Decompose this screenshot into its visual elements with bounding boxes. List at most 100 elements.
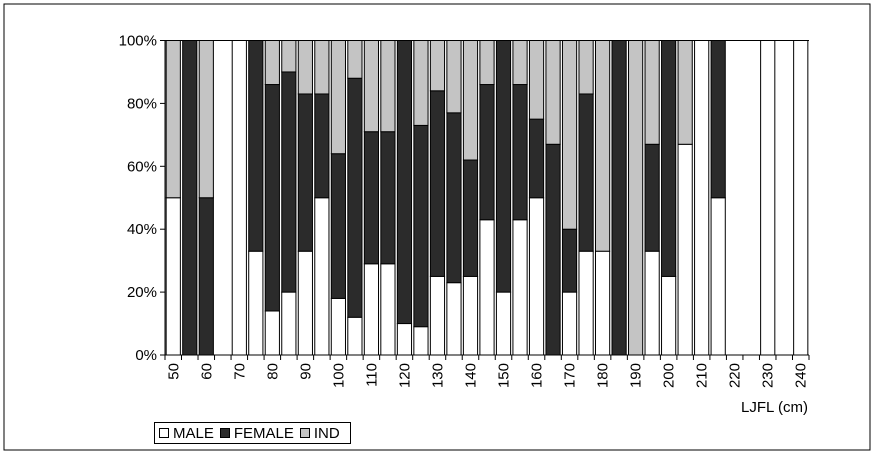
bar-ind-85 (281, 40, 297, 73)
bar-ind-170 (561, 40, 578, 230)
bar-female-215 (710, 40, 726, 199)
legend-label: IND (313, 424, 340, 442)
bar-ind-50 (165, 40, 181, 199)
x-tick-label: 180 (595, 363, 612, 388)
x-tick-label: 70 (231, 363, 248, 380)
bar-male-145 (479, 219, 495, 356)
x-tick-label: 220 (727, 363, 744, 388)
legend-item-male: MALE (159, 425, 214, 442)
bar-ind-145 (479, 40, 495, 86)
x-tick-label: 200 (661, 363, 678, 388)
bar-ind-140 (462, 40, 479, 161)
bar-female-85 (281, 71, 297, 293)
bar-female-145 (479, 84, 495, 221)
bar-male-80 (264, 310, 280, 356)
bars-group (165, 40, 809, 356)
bar-male-195 (644, 250, 660, 356)
bar-female-120 (396, 40, 413, 325)
axes-group: 0% 20% 40% 60% 80% 100% 50 60 70 80 90 100 110 120 130… (119, 33, 810, 389)
bar-male-175 (578, 250, 594, 356)
bar-male-70 (231, 40, 247, 356)
bar-female-155 (512, 84, 528, 221)
bar-male-50 (165, 197, 181, 356)
bar-female-95 (314, 93, 330, 199)
bar-female-175 (578, 93, 594, 252)
bar-male-240 (793, 40, 809, 356)
x-tick-label: 120 (396, 363, 413, 388)
bar-male-120 (396, 323, 413, 356)
bar-ind-90 (297, 40, 313, 95)
bar-ind-130 (429, 40, 446, 92)
bar-ind-155 (512, 40, 528, 86)
y-tick-label: 40% (127, 221, 157, 238)
bar-female-150 (495, 40, 512, 293)
x-axis-label: LJFL (cm) (741, 399, 808, 416)
y-tick-label: 0% (135, 347, 157, 364)
x-tick-label: 60 (198, 363, 215, 380)
legend-swatch (159, 428, 169, 438)
bar-ind-165 (545, 40, 561, 145)
bar-ind-60 (198, 40, 214, 199)
bar-female-130 (429, 90, 446, 277)
bar-male-95 (314, 197, 330, 356)
bar-male-160 (528, 197, 545, 356)
legend-swatch (219, 428, 230, 438)
bar-ind-105 (347, 40, 363, 79)
x-tick-label: 210 (694, 363, 711, 388)
legend-label: MALE (173, 424, 214, 442)
bar-female-135 (446, 112, 462, 284)
y-tick-label: 20% (127, 284, 157, 301)
bar-female-60 (198, 197, 214, 356)
bar-ind-175 (578, 40, 594, 95)
bar-female-160 (528, 118, 545, 199)
y-tick-label: 60% (127, 158, 157, 175)
x-tick-label: 50 (165, 363, 182, 380)
bar-male-200 (661, 275, 677, 356)
bar-female-165 (545, 143, 561, 356)
legend: MALE FEMALE IND (154, 422, 351, 444)
outer-border (3, 3, 871, 451)
bar-female-100 (330, 153, 346, 299)
x-tick-label: 190 (628, 363, 645, 388)
bar-ind-205 (677, 40, 693, 145)
bar-male-230 (760, 40, 776, 356)
bar-male-210 (694, 40, 710, 356)
x-tick-label: 150 (496, 363, 513, 388)
bar-male-115 (380, 263, 396, 356)
bar-male-100 (330, 297, 346, 356)
bar-ind-125 (413, 40, 429, 126)
bar-male-105 (347, 316, 363, 356)
x-tick-label: 160 (529, 363, 546, 388)
bar-female-200 (661, 40, 677, 277)
bar-male-125 (413, 326, 429, 356)
bar-female-185 (611, 40, 627, 356)
x-tick-label: 230 (760, 363, 777, 388)
bar-ind-135 (446, 40, 462, 114)
bar-female-55 (182, 40, 198, 356)
x-tick-label: 100 (330, 363, 347, 388)
bar-ind-180 (594, 40, 611, 252)
bar-female-90 (297, 93, 313, 252)
bar-male-75 (248, 250, 264, 356)
x-tick-label: 130 (429, 363, 446, 388)
bar-male-110 (363, 263, 380, 356)
x-tick-label: 80 (264, 363, 281, 380)
bar-male-155 (512, 219, 528, 356)
bar-female-80 (264, 84, 280, 312)
x-tick-label: 140 (462, 363, 479, 388)
bar-male-170 (561, 291, 578, 356)
bar-female-105 (347, 77, 363, 318)
bar-ind-195 (644, 40, 660, 145)
bar-male-215 (710, 197, 726, 356)
bar-female-140 (462, 159, 479, 277)
x-tick-label: 110 (363, 363, 380, 387)
bar-female-125 (413, 124, 429, 328)
bar-ind-95 (314, 40, 330, 95)
bar-male-90 (297, 250, 313, 356)
x-tick-label: 170 (562, 363, 579, 388)
bar-male-150 (495, 291, 512, 356)
bar-male-135 (446, 282, 462, 356)
bar-male-205 (677, 143, 693, 356)
bar-female-115 (380, 131, 396, 265)
